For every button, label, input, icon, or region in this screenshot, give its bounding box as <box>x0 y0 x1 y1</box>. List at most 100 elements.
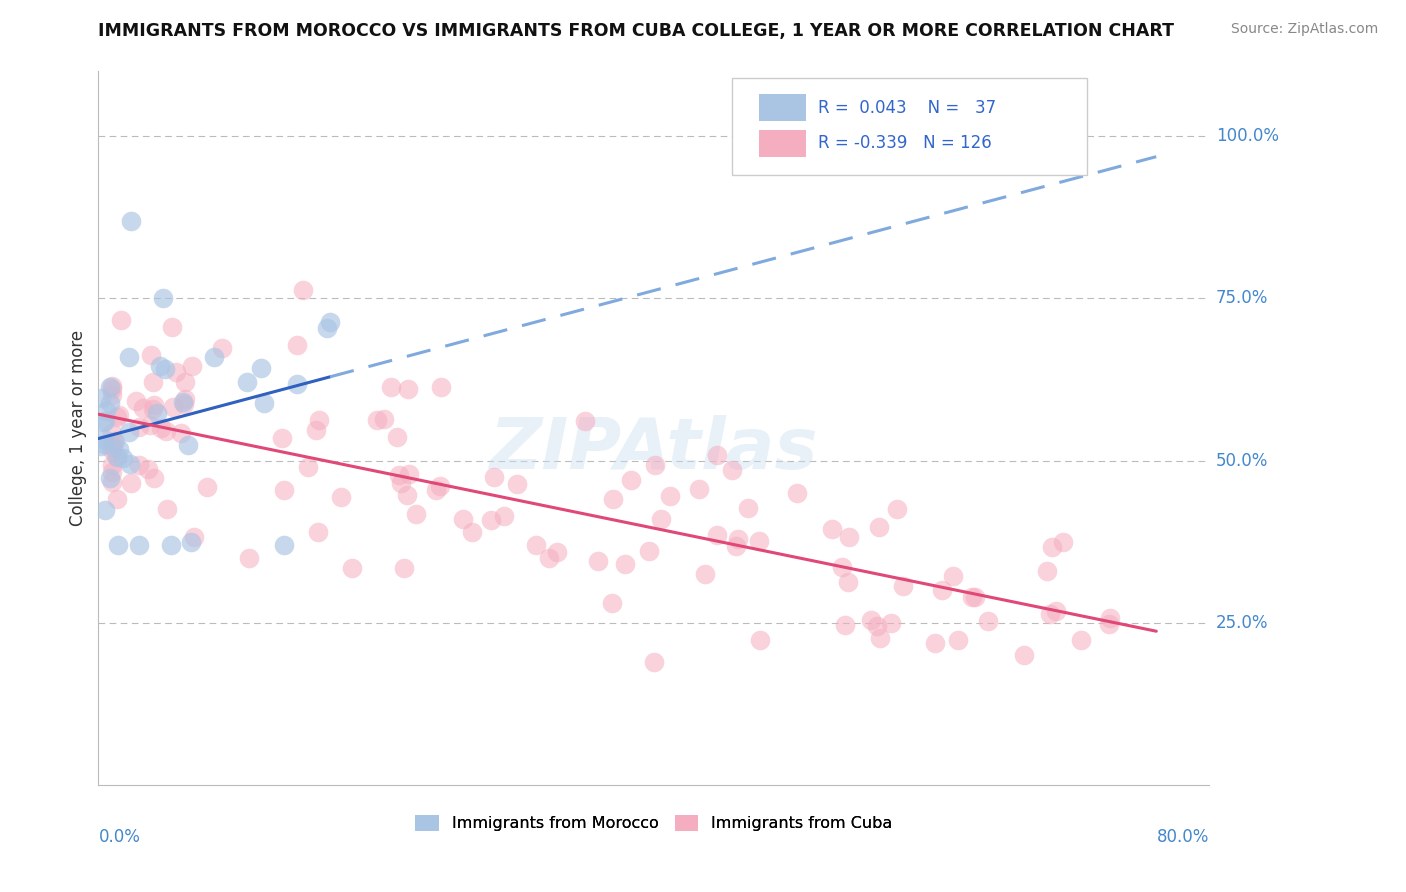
Point <box>643 655 665 669</box>
Point <box>270 431 292 445</box>
Point <box>153 362 176 376</box>
Point <box>304 423 326 437</box>
Point <box>340 560 363 574</box>
Point <box>117 350 139 364</box>
Point <box>960 590 983 604</box>
Point <box>250 360 273 375</box>
Point <box>291 284 314 298</box>
Point <box>706 448 728 462</box>
Point <box>588 554 610 568</box>
Point <box>100 388 122 402</box>
Point <box>238 550 260 565</box>
Text: 25.0%: 25.0% <box>1216 614 1268 632</box>
Point <box>1045 603 1067 617</box>
Point <box>173 397 195 411</box>
Point <box>494 509 516 524</box>
Point <box>538 551 561 566</box>
Text: Source: ZipAtlas.com: Source: ZipAtlas.com <box>1230 22 1378 37</box>
FancyBboxPatch shape <box>731 78 1087 175</box>
Point <box>253 396 276 410</box>
Point <box>100 383 122 397</box>
Text: 0.0%: 0.0% <box>98 828 141 846</box>
Text: R = -0.339   N = 126: R = -0.339 N = 126 <box>818 135 991 153</box>
Point <box>104 449 127 463</box>
Point <box>737 501 759 516</box>
Point <box>136 462 159 476</box>
Point <box>942 569 965 583</box>
Point <box>107 409 129 423</box>
Point <box>195 479 218 493</box>
Point <box>1012 648 1035 663</box>
Point <box>319 315 342 329</box>
Point <box>821 522 844 536</box>
Point <box>94 502 117 516</box>
Point <box>316 321 339 335</box>
Point <box>330 490 353 504</box>
Legend: Immigrants from Morocco, Immigrants from Cuba: Immigrants from Morocco, Immigrants from… <box>409 808 898 838</box>
Point <box>172 395 194 409</box>
Point <box>429 479 451 493</box>
Point <box>100 475 122 490</box>
Point <box>688 483 710 497</box>
Point <box>139 348 162 362</box>
Point <box>924 636 946 650</box>
Text: 75.0%: 75.0% <box>1216 289 1268 308</box>
Point <box>373 411 395 425</box>
Point <box>307 524 329 539</box>
Text: 80.0%: 80.0% <box>1157 828 1209 846</box>
Point <box>100 378 122 392</box>
Point <box>100 442 122 457</box>
Point <box>387 430 409 444</box>
Point <box>183 530 205 544</box>
Point <box>173 375 195 389</box>
Point <box>93 436 115 450</box>
Point <box>155 425 177 439</box>
Point <box>96 404 118 418</box>
Point <box>1036 564 1059 578</box>
Point <box>118 425 141 439</box>
Point <box>1040 540 1063 554</box>
Point <box>107 538 129 552</box>
Text: ZIPAtlas: ZIPAtlas <box>489 415 818 484</box>
Point <box>880 616 903 631</box>
Point <box>1070 632 1092 647</box>
Point <box>1039 607 1062 621</box>
Point <box>170 425 193 440</box>
Point <box>104 434 127 449</box>
Point <box>142 398 165 412</box>
Point <box>425 483 447 497</box>
Point <box>273 483 295 497</box>
Text: R =  0.043    N =   37: R = 0.043 N = 37 <box>818 99 997 117</box>
Point <box>100 436 122 450</box>
Point <box>574 414 596 428</box>
Point <box>120 475 142 490</box>
Point <box>831 560 853 574</box>
Point <box>461 524 484 539</box>
Point <box>162 401 184 415</box>
Point <box>138 417 160 432</box>
Point <box>398 467 420 482</box>
Text: 50.0%: 50.0% <box>1216 451 1268 469</box>
Point <box>174 392 197 407</box>
Point <box>285 338 308 352</box>
Point <box>430 380 453 394</box>
Point <box>946 633 969 648</box>
Point <box>614 557 637 571</box>
Point <box>451 512 474 526</box>
FancyBboxPatch shape <box>759 95 806 121</box>
Point <box>405 507 427 521</box>
Point <box>506 477 529 491</box>
Point <box>695 567 717 582</box>
Point <box>1099 611 1122 625</box>
Point <box>869 631 891 645</box>
Point <box>93 415 115 429</box>
Point <box>706 527 728 541</box>
Point <box>600 596 623 610</box>
Point <box>165 365 187 379</box>
Point <box>380 380 402 394</box>
Point <box>100 458 122 473</box>
Point <box>721 463 744 477</box>
Point <box>727 533 749 547</box>
Point <box>121 213 143 227</box>
FancyBboxPatch shape <box>759 130 806 157</box>
